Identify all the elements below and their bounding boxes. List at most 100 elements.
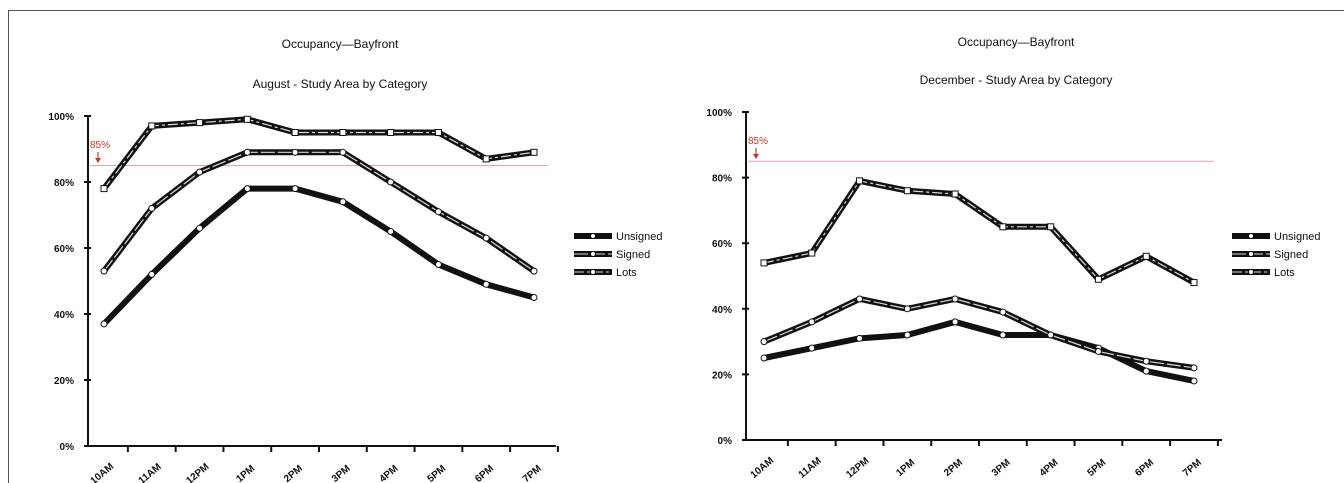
- data-point: [1142, 357, 1150, 365]
- data-point: [434, 129, 442, 136]
- data-point: [243, 115, 251, 123]
- x-tick-label: 4PM: [378, 463, 401, 483]
- legend-marker: [1248, 251, 1254, 257]
- data-point: [434, 208, 442, 216]
- series-line-lots: [761, 177, 1197, 286]
- data-point: [291, 148, 299, 156]
- data-point: [530, 294, 538, 301]
- chart-subtitle: December - Study Area by Category: [920, 73, 1113, 87]
- y-tick-label: 40%: [54, 310, 74, 321]
- legend-marker: [590, 233, 596, 239]
- x-tick-label: 3PM: [990, 457, 1013, 479]
- legend-label: Signed: [616, 249, 650, 261]
- data-point: [999, 308, 1007, 316]
- data-point: [148, 204, 156, 212]
- x-tick-label: 7PM: [1181, 457, 1204, 479]
- series-line-unsigned: [761, 318, 1197, 384]
- data-point: [100, 267, 108, 275]
- data-point: [387, 129, 395, 136]
- legend-label: Lots: [1274, 267, 1295, 279]
- data-point: [530, 148, 538, 156]
- data-point: [196, 168, 204, 176]
- data-point: [148, 270, 156, 278]
- data-point: [1047, 223, 1055, 231]
- data-point: [243, 148, 251, 156]
- series-line-unsigned: [101, 185, 537, 327]
- chart-subtitle: August - Study Area by Category: [253, 77, 428, 91]
- y-tick-label: 20%: [54, 376, 74, 387]
- legend-marker: [590, 251, 596, 257]
- data-point: [1190, 364, 1198, 372]
- y-tick-label: 20%: [712, 370, 732, 381]
- data-point: [808, 344, 816, 352]
- data-point: [808, 318, 816, 326]
- data-point: [999, 223, 1007, 231]
- x-tick-label: 11AM: [137, 461, 164, 483]
- x-tick-label: 12PM: [844, 455, 871, 480]
- y-tick-label: 60%: [712, 239, 732, 250]
- y-tick-label: 100%: [48, 112, 74, 123]
- x-tick-label: 5PM: [1085, 457, 1108, 479]
- x-tick-label: 12PM: [184, 461, 211, 483]
- y-tick-label: 100%: [706, 108, 732, 119]
- reference-arrow-head: [753, 154, 759, 159]
- series-line-highlight-signed: [763, 298, 1195, 369]
- data-point: [1190, 279, 1198, 287]
- data-point: [1142, 252, 1150, 260]
- data-point: [387, 228, 395, 235]
- x-tick-label: 7PM: [521, 463, 544, 483]
- data-point: [903, 187, 911, 195]
- x-tick-label: 1PM: [894, 457, 917, 479]
- data-point: [1094, 347, 1102, 355]
- series-line-highlight-lots: [103, 118, 535, 189]
- legend-label: Unsigned: [1274, 231, 1320, 243]
- data-point: [1190, 377, 1198, 385]
- data-point: [530, 267, 538, 275]
- figure-frame: [8, 10, 1344, 483]
- chart-title: Occupancy—Bayfront: [282, 37, 399, 51]
- x-tick-label: 3PM: [330, 463, 353, 483]
- data-point: [148, 122, 156, 130]
- data-point: [903, 331, 911, 339]
- x-tick-label: 10AM: [749, 455, 777, 481]
- reference-label: 85%: [90, 140, 110, 151]
- data-point: [1142, 367, 1150, 375]
- data-point: [856, 334, 864, 342]
- reference-arrow-head: [95, 158, 101, 163]
- y-tick-label: 0%: [60, 442, 75, 453]
- data-point: [339, 148, 347, 156]
- data-point: [1094, 275, 1102, 283]
- x-tick-label: 11AM: [797, 455, 824, 480]
- legend-marker: [590, 269, 596, 275]
- data-point: [387, 178, 395, 186]
- reference-label: 85%: [748, 136, 768, 147]
- data-point: [243, 185, 251, 193]
- legend-marker: [1248, 233, 1254, 239]
- x-tick-label: 1PM: [234, 463, 257, 483]
- data-point: [196, 224, 204, 232]
- x-tick-label: 6PM: [1133, 457, 1156, 479]
- chart-1: Occupancy—Bayfront August - Study Area by…: [48, 37, 662, 483]
- data-point: [482, 280, 490, 288]
- data-point: [760, 354, 768, 362]
- data-point: [760, 338, 768, 346]
- data-point: [100, 320, 108, 328]
- legend-marker: [1248, 269, 1254, 275]
- y-tick-label: 40%: [712, 305, 732, 316]
- legend-label: Lots: [616, 267, 637, 279]
- data-point: [951, 190, 959, 198]
- x-tick-label: 4PM: [1038, 457, 1061, 479]
- data-point: [1047, 331, 1055, 339]
- data-point: [951, 318, 959, 326]
- data-point: [856, 295, 864, 303]
- data-point: [951, 295, 959, 303]
- data-point: [482, 155, 490, 163]
- data-point: [339, 129, 347, 136]
- data-point: [291, 129, 299, 136]
- data-point: [196, 119, 204, 127]
- x-tick-label: 2PM: [942, 457, 965, 479]
- data-point: [100, 185, 108, 193]
- chart-title: Occupancy—Bayfront: [958, 35, 1075, 49]
- data-point: [999, 331, 1007, 339]
